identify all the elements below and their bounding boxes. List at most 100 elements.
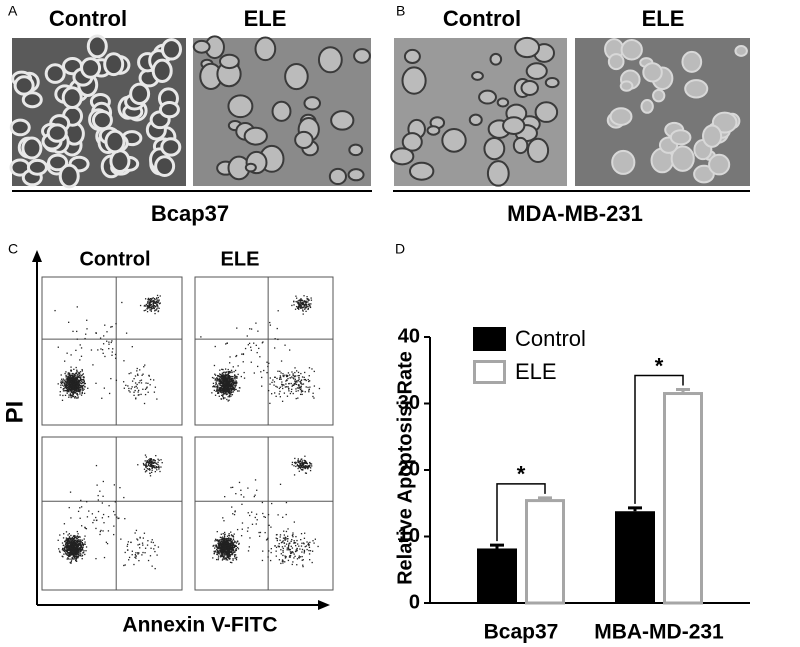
cell: [641, 100, 652, 113]
event: [260, 371, 261, 372]
y-tick-label: 30: [398, 392, 420, 414]
event: [84, 554, 85, 555]
event: [220, 551, 221, 552]
event: [64, 387, 65, 388]
event: [224, 539, 225, 540]
event: [311, 368, 312, 369]
event: [233, 552, 234, 553]
event: [217, 540, 218, 541]
event: [295, 379, 296, 380]
event: [303, 383, 304, 384]
cell: [304, 97, 320, 109]
flow-plots: [42, 277, 333, 590]
event: [81, 547, 82, 548]
event: [312, 551, 313, 552]
event: [121, 302, 122, 303]
event: [147, 301, 148, 302]
event: [149, 302, 150, 303]
event: [157, 301, 158, 302]
event: [84, 393, 85, 394]
event: [215, 384, 216, 385]
event: [92, 364, 93, 365]
event: [295, 296, 296, 297]
event: [74, 544, 75, 545]
event: [119, 487, 120, 488]
event: [273, 384, 274, 385]
event: [140, 537, 141, 538]
event: [309, 380, 310, 381]
event: [301, 391, 302, 392]
event: [58, 540, 59, 541]
event: [224, 555, 225, 556]
cell: [735, 46, 746, 56]
event: [100, 348, 101, 349]
event: [70, 492, 71, 493]
event: [280, 536, 281, 537]
event: [237, 529, 238, 530]
event: [224, 553, 225, 554]
event: [113, 534, 114, 535]
event: [254, 372, 255, 373]
event: [231, 380, 232, 381]
significance-label: *: [655, 353, 664, 378]
event: [248, 550, 249, 551]
event: [68, 384, 69, 385]
event: [213, 385, 214, 386]
event: [297, 558, 298, 559]
event: [133, 378, 134, 379]
event: [298, 302, 299, 303]
event: [78, 539, 79, 540]
event: [248, 344, 249, 345]
event: [300, 373, 301, 374]
event: [257, 366, 258, 367]
event: [228, 380, 229, 381]
event: [78, 552, 79, 553]
event: [282, 559, 283, 560]
event: [309, 466, 310, 467]
event: [298, 466, 299, 467]
cell: [349, 169, 364, 180]
event: [77, 533, 78, 534]
arrow: [32, 250, 42, 262]
event: [138, 390, 139, 391]
event: [117, 518, 118, 519]
event: [218, 389, 219, 390]
y-tick-label: 20: [398, 458, 420, 480]
event: [230, 389, 231, 390]
event: [263, 516, 264, 517]
event: [225, 551, 226, 552]
event: [268, 363, 269, 364]
event: [154, 551, 155, 552]
event: [111, 340, 112, 341]
event: [66, 380, 67, 381]
event: [280, 387, 281, 388]
event: [111, 355, 112, 356]
event: [74, 391, 75, 392]
event: [115, 501, 116, 502]
event: [81, 356, 82, 357]
event: [217, 531, 218, 532]
cell: [470, 115, 482, 125]
event: [300, 466, 301, 467]
event: [249, 515, 250, 516]
event: [157, 464, 158, 465]
event: [144, 469, 145, 470]
event: [232, 543, 233, 544]
event: [73, 554, 74, 555]
event: [104, 325, 105, 326]
event: [154, 313, 155, 314]
event: [319, 388, 320, 389]
event: [220, 374, 221, 375]
significance-label: *: [517, 462, 526, 487]
event: [221, 552, 222, 553]
event: [308, 544, 309, 545]
event: [74, 397, 75, 398]
event: [284, 538, 285, 539]
event: [127, 549, 128, 550]
event: [115, 358, 116, 359]
event: [221, 392, 222, 393]
event: [66, 531, 67, 532]
event: [224, 534, 225, 535]
event: [256, 490, 257, 491]
panel-caption: MDA-MB-231: [507, 201, 643, 226]
